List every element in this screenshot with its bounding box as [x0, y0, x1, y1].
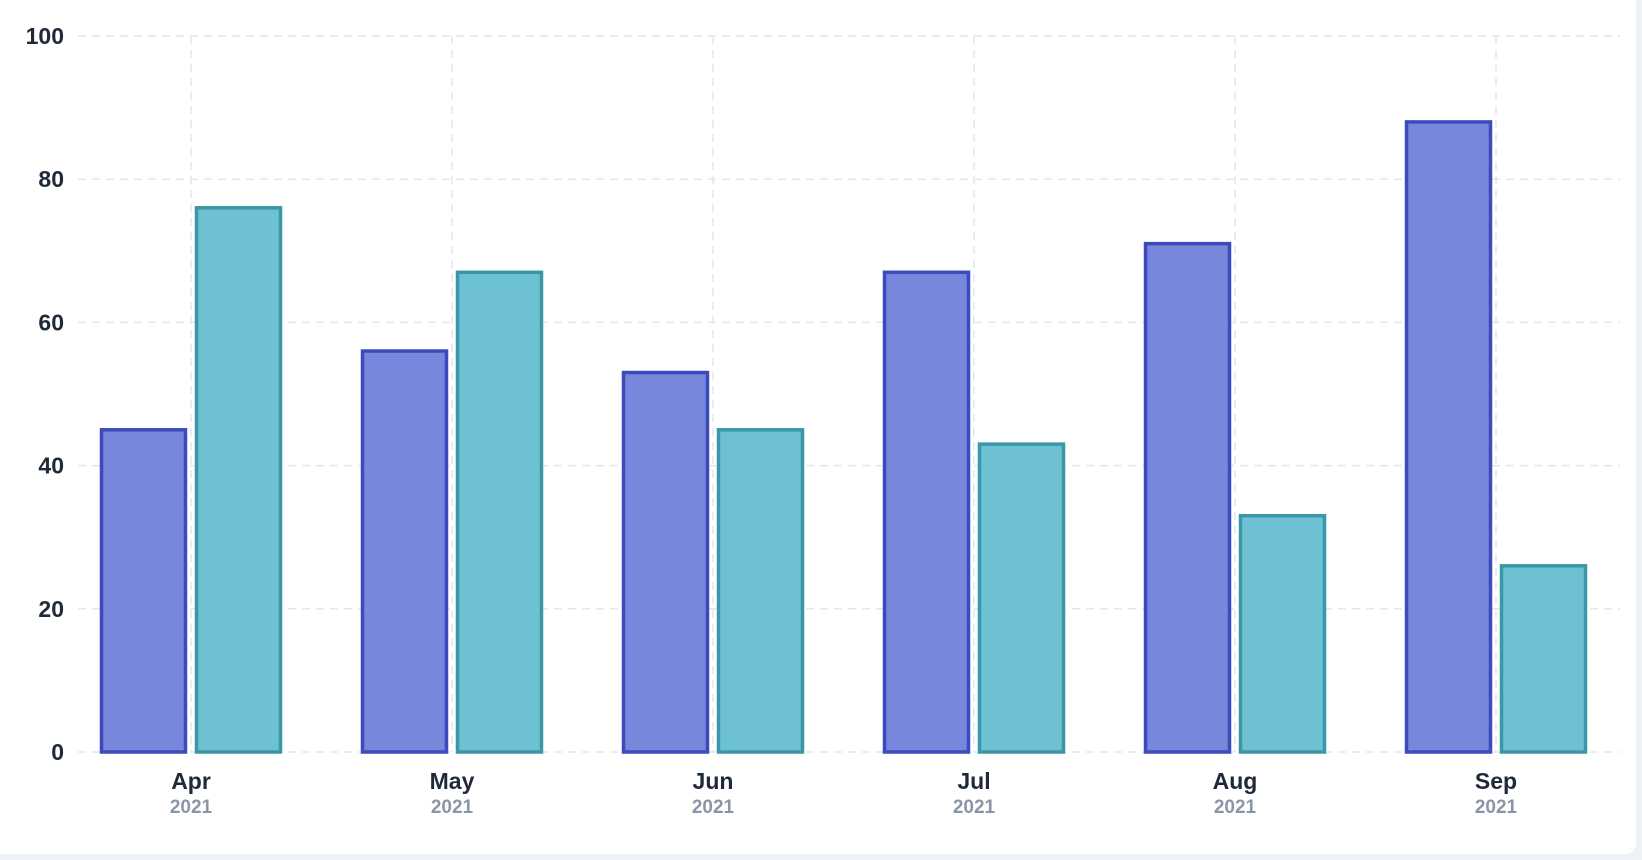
bar-series-1-jun[interactable] [621, 370, 710, 754]
bar-series-2-aug[interactable] [1238, 513, 1327, 754]
bar-series-2-may[interactable] [455, 270, 544, 754]
x-tick-label: Jul [957, 768, 990, 794]
x-tick-sublabel: 2021 [1475, 797, 1518, 818]
x-tick-sublabel: 2021 [431, 797, 474, 818]
bar-series-2-sep[interactable] [1499, 564, 1588, 754]
bar-series-1-may[interactable] [360, 349, 449, 754]
y-tick-label: 40 [38, 453, 64, 479]
y-tick-label: 20 [38, 596, 64, 622]
x-axis-ticks: Apr 2021 May 2021 Jun 2021 Jul 2021 Aug 2021 Sep 20… [170, 768, 1518, 818]
x-tick-sublabel: 2021 [692, 797, 735, 818]
bar-series-1-jul[interactable] [882, 270, 971, 754]
x-tick-label: Jun [693, 768, 734, 794]
y-tick-label: 100 [26, 23, 64, 49]
x-tick-label: Apr [171, 768, 211, 794]
y-tick-label: 0 [51, 739, 64, 765]
y-tick-label: 60 [38, 309, 64, 335]
x-tick-sublabel: 2021 [953, 797, 996, 818]
x-tick-sublabel: 2021 [170, 797, 213, 818]
bar-series-2-jun[interactable] [716, 428, 805, 754]
y-axis-ticks: 0 20 40 60 80 100 [26, 23, 64, 765]
y-tick-label: 80 [38, 166, 64, 192]
bars [99, 120, 1588, 754]
bar-series-1-sep[interactable] [1404, 120, 1493, 754]
x-tick-label: Sep [1475, 768, 1517, 794]
bar-series-1-apr[interactable] [99, 428, 188, 754]
x-tick-label: May [430, 768, 475, 794]
bar-series-2-apr[interactable] [194, 206, 283, 754]
x-tick-sublabel: 2021 [1214, 797, 1257, 818]
bar-series-1-aug[interactable] [1143, 241, 1232, 754]
bar-series-2-jul[interactable] [977, 442, 1066, 754]
grid-lines [78, 35, 1620, 753]
x-tick-label: Aug [1213, 768, 1258, 794]
